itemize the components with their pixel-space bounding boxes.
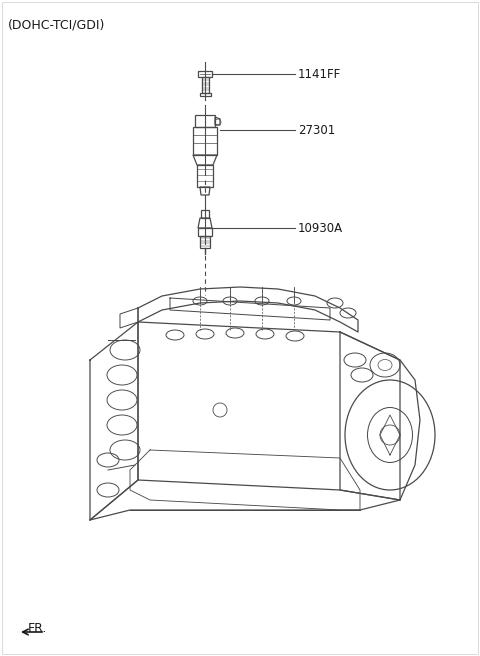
Text: 27301: 27301 [298, 123, 335, 136]
Text: 1141FF: 1141FF [298, 68, 341, 81]
Text: (DOHC-TCI/GDI): (DOHC-TCI/GDI) [8, 18, 106, 31]
Text: FR.: FR. [28, 622, 48, 635]
Text: 10930A: 10930A [298, 222, 343, 234]
